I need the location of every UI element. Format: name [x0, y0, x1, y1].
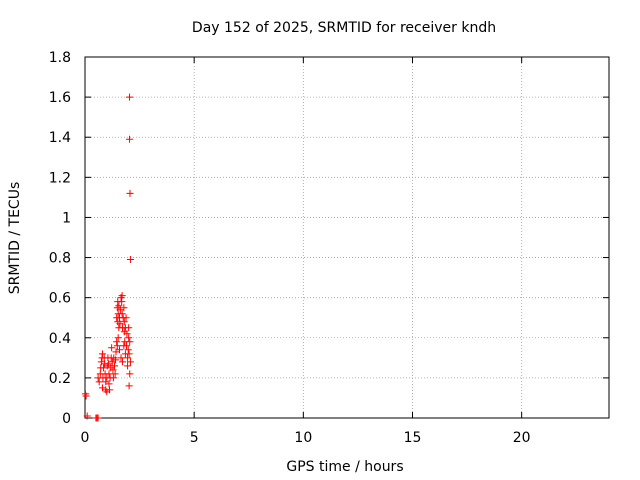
x-axis-label: GPS time / hours [286, 459, 403, 475]
x-tick-label: 0 [81, 430, 90, 446]
data-point [115, 302, 123, 310]
y-axis-label: SRMTID / TECUs [7, 182, 23, 295]
y-tick-label: 1.4 [49, 130, 71, 146]
grid-lines [85, 57, 609, 418]
data-point [105, 370, 113, 378]
x-tick-label: 10 [294, 430, 312, 446]
data-point [112, 356, 120, 364]
data-point [110, 362, 118, 370]
data-point [126, 370, 134, 378]
data-point [119, 358, 127, 366]
data-point [121, 350, 129, 358]
data-point [120, 342, 128, 350]
data-point [115, 346, 123, 354]
data-point [105, 360, 113, 368]
data-point [95, 378, 103, 386]
y-tick-label: 1.8 [49, 50, 71, 66]
data-point [108, 344, 116, 352]
data-point [118, 310, 126, 318]
data-point [105, 386, 113, 394]
data-point [126, 135, 134, 143]
y-tick-label: 1.6 [49, 90, 71, 106]
x-tick-label: 5 [190, 430, 199, 446]
y-tick-label: 0.8 [49, 251, 71, 267]
y-tick-label: 0 [62, 411, 71, 427]
data-point [116, 320, 124, 328]
data-point [123, 330, 131, 338]
data-point [126, 338, 134, 346]
data-point [126, 189, 134, 197]
data-point [109, 374, 117, 382]
x-tick-label: 15 [404, 430, 422, 446]
data-points [81, 93, 134, 422]
axis-ticks: 0 5 10 15 20 0 0.2 0.4 0.6 0.8 1 1.2 1.4 1.6 1.8 [49, 50, 609, 446]
data-point [109, 366, 117, 374]
data-point [94, 414, 102, 422]
data-point [120, 318, 128, 326]
chart-title: Day 152 of 2025, SRMTID for receiver knd… [192, 20, 496, 36]
plot-frame [84, 56, 610, 419]
data-point [126, 256, 134, 264]
data-point [105, 380, 113, 388]
data-point [122, 314, 130, 322]
data-point [120, 304, 128, 312]
y-tick-label: 1.2 [49, 170, 71, 186]
data-point [118, 292, 126, 300]
data-point [113, 342, 121, 350]
data-point [125, 382, 133, 390]
y-tick-label: 0.2 [49, 371, 71, 387]
data-point [124, 362, 132, 370]
data-point [124, 354, 132, 362]
data-point [113, 338, 121, 346]
data-point [125, 334, 133, 342]
data-point [82, 392, 90, 400]
data-point [98, 350, 106, 358]
y-tick-label: 0.4 [49, 331, 71, 347]
x-tick-label: 20 [513, 430, 531, 446]
data-point [118, 298, 126, 306]
data-point [117, 354, 125, 362]
data-point [100, 364, 108, 372]
y-tick-label: 1 [62, 210, 71, 226]
data-point [124, 346, 132, 354]
data-point [111, 370, 119, 378]
data-point [126, 93, 134, 101]
data-point [83, 412, 91, 420]
data-point [126, 358, 134, 366]
data-point [125, 324, 133, 332]
data-point [114, 334, 122, 342]
y-tick-label: 0.6 [49, 291, 71, 307]
